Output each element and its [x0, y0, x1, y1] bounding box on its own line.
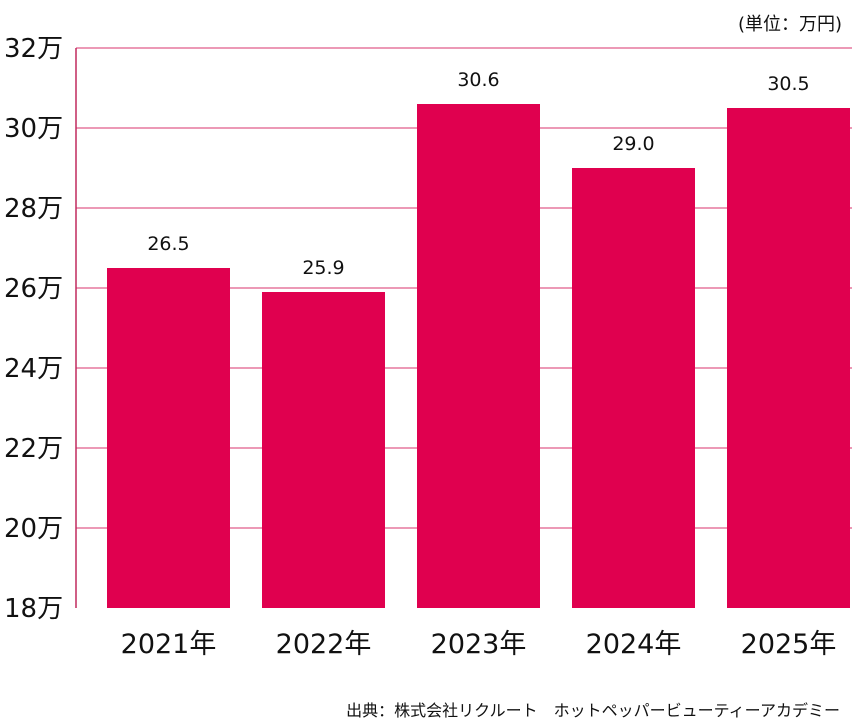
- data-label: 26.5: [147, 233, 189, 255]
- x-tick-label: 2024年: [586, 629, 682, 660]
- data-label: 30.5: [767, 73, 809, 95]
- data-label: 25.9: [302, 257, 344, 279]
- y-tick-label: 30万: [4, 114, 63, 144]
- y-tick-label: 18万: [4, 594, 63, 624]
- x-tick-label: 2023年: [431, 629, 527, 660]
- y-tick-label: 24万: [4, 354, 63, 384]
- y-axis-ticks: 18万 20万 22万 24万 26万 28万 30万 32万: [4, 34, 63, 624]
- y-tick-label: 28万: [4, 194, 63, 224]
- source-note: 出典：株式会社リクルート ホットペッパービューティーアカデミー: [346, 701, 840, 720]
- bars: [107, 104, 850, 608]
- bar: [262, 292, 385, 608]
- bar: [417, 104, 540, 608]
- x-axis-ticks: 2021年 2022年 2023年 2024年 2025年: [121, 629, 837, 660]
- x-tick-label: 2022年: [276, 629, 372, 660]
- y-tick-label: 26万: [4, 274, 63, 304]
- data-labels: 26.5 25.9 30.6 29.0 30.5: [147, 69, 809, 279]
- bar: [572, 168, 695, 608]
- y-tick-label: 22万: [4, 434, 63, 464]
- data-label: 30.6: [457, 69, 499, 91]
- unit-note: (単位：万円): [738, 14, 842, 35]
- bar: [727, 108, 850, 608]
- x-tick-label: 2025年: [741, 629, 837, 660]
- bar: [107, 268, 230, 608]
- x-tick-label: 2021年: [121, 629, 217, 660]
- y-tick-label: 20万: [4, 514, 63, 544]
- data-label: 29.0: [612, 133, 654, 155]
- y-tick-label: 32万: [4, 34, 63, 64]
